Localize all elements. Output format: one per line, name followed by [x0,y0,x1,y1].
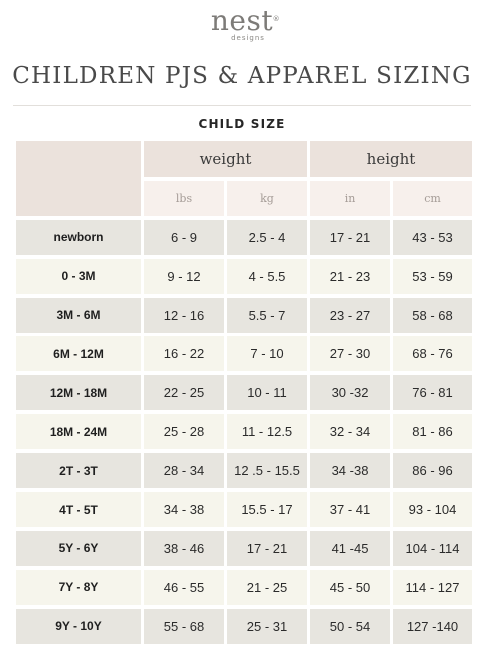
size-value-lbs: 12 - 16 [144,297,224,333]
size-value-in: 21 - 23 [310,258,390,294]
size-value-cm: 81 - 86 [393,414,472,450]
table-corner-cell [16,141,141,216]
brand-logo: nest ® designs [0,4,484,43]
brand-wordmark: nest ® [210,4,280,37]
size-value-lbs: 46 - 55 [144,569,224,605]
size-value-in: 32 - 34 [310,414,390,450]
title-divider [13,105,471,106]
size-value-kg: 5.5 - 7 [227,297,307,333]
brand-name: nest [210,4,274,37]
size-value-in: 41 -45 [310,530,390,566]
size-value-in: 23 - 27 [310,297,390,333]
size-value-lbs: 34 - 38 [144,492,224,528]
size-value-cm: 58 - 68 [393,297,472,333]
size-value-cm: 127 -140 [393,608,472,644]
size-value-cm: 53 - 59 [393,258,472,294]
size-value-in: 34 -38 [310,453,390,489]
size-value-cm: 86 - 96 [393,453,472,489]
size-value-lbs: 28 - 34 [144,453,224,489]
size-value-cm: 68 - 76 [393,336,472,372]
size-label-cell: newborn [16,219,141,255]
size-value-in: 17 - 21 [310,219,390,255]
unit-header-cm: cm [393,180,472,216]
size-value-kg: 25 - 31 [227,608,307,644]
section-title: CHILD SIZE [198,117,286,131]
size-value-kg: 15.5 - 17 [227,492,307,528]
unit-header-lbs: lbs [144,180,224,216]
size-label-cell: 7Y - 8Y [16,569,141,605]
size-value-kg: 11 - 12.5 [227,414,307,450]
header-height: height [310,141,472,177]
size-value-in: 50 - 54 [310,608,390,644]
size-value-in: 45 - 50 [310,569,390,605]
size-value-cm: 93 - 104 [393,492,472,528]
size-value-cm: 104 - 114 [393,530,472,566]
unit-header-in: in [310,180,390,216]
size-value-lbs: 9 - 12 [144,258,224,294]
size-value-kg: 17 - 21 [227,530,307,566]
size-value-kg: 10 - 11 [227,375,307,411]
size-label-cell: 12M - 18M [16,375,141,411]
size-value-in: 37 - 41 [310,492,390,528]
registered-mark: ® [272,15,281,23]
size-label-cell: 5Y - 6Y [16,530,141,566]
size-value-lbs: 25 - 28 [144,414,224,450]
size-value-cm: 114 - 127 [393,569,472,605]
size-label-cell: 4T - 5T [16,492,141,528]
size-value-lbs: 6 - 9 [144,219,224,255]
size-label-cell: 9Y - 10Y [16,608,141,644]
size-value-kg: 2.5 - 4 [227,219,307,255]
size-value-lbs: 16 - 22 [144,336,224,372]
size-value-kg: 7 - 10 [227,336,307,372]
size-value-kg: 4 - 5.5 [227,258,307,294]
size-value-in: 27 - 30 [310,336,390,372]
size-label-cell: 3M - 6M [16,297,141,333]
size-label-cell: 6M - 12M [16,336,141,372]
size-value-cm: 76 - 81 [393,375,472,411]
size-value-cm: 43 - 53 [393,219,472,255]
size-label-cell: 0 - 3M [16,258,141,294]
size-label-cell: 18M - 24M [16,414,141,450]
size-value-in: 30 -32 [310,375,390,411]
size-value-lbs: 38 - 46 [144,530,224,566]
size-value-kg: 12 .5 - 15.5 [227,453,307,489]
size-label-cell: 2T - 3T [16,453,141,489]
header-weight: weight [144,141,307,177]
size-value-lbs: 55 - 68 [144,608,224,644]
unit-header-kg: kg [227,180,307,216]
size-value-kg: 21 - 25 [227,569,307,605]
size-value-lbs: 22 - 25 [144,375,224,411]
page-title: CHILDREN PJS & APPAREL SIZING [12,63,472,89]
brand-subtext: designs [231,34,265,42]
